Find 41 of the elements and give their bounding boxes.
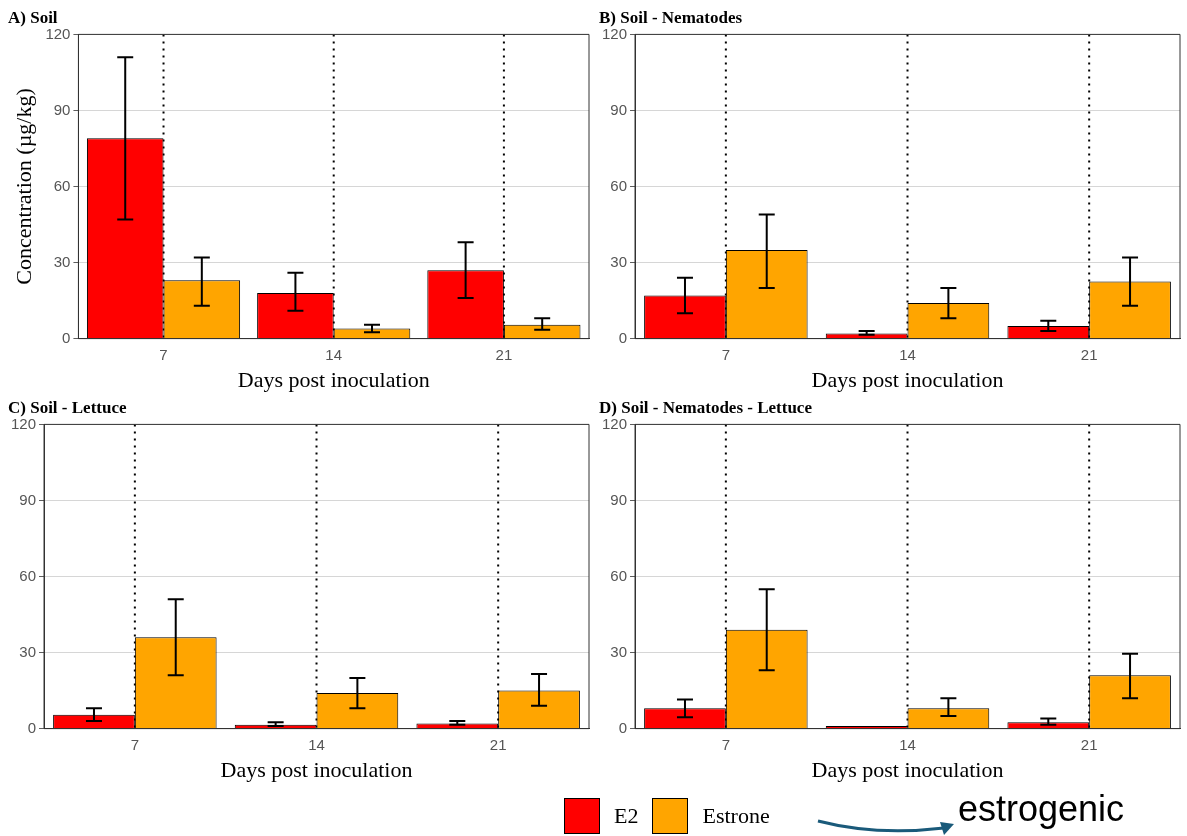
x-axis-title: Days post inoculation xyxy=(811,366,1004,392)
y-tick-label: 90 xyxy=(610,100,628,118)
chart-title: C) Soil - Lettuce xyxy=(8,397,127,417)
y-tick-label: 90 xyxy=(53,100,71,118)
y-tick-label: 0 xyxy=(27,718,37,736)
x-axis-title: Days post inoculation xyxy=(220,756,413,782)
x-tick-label: 21 xyxy=(1080,345,1098,363)
x-tick-label: 14 xyxy=(308,735,325,753)
y-tick-label: 60 xyxy=(53,176,71,194)
x-tick-label: 7 xyxy=(721,735,731,753)
x-tick-label: 21 xyxy=(1080,735,1098,753)
x-tick-label: 21 xyxy=(495,345,513,363)
y-tick-label: 90 xyxy=(19,490,37,508)
x-tick-label: 14 xyxy=(899,345,916,363)
legend-label: Estrone xyxy=(702,803,770,829)
y-tick-label: 120 xyxy=(45,24,71,42)
x-tick-label: 7 xyxy=(159,345,168,363)
x-tick-label: 7 xyxy=(721,345,731,363)
y-tick-label: 30 xyxy=(610,642,628,660)
x-tick-label: 14 xyxy=(325,345,343,363)
x-tick-label: 21 xyxy=(489,735,507,753)
y-tick-label: 60 xyxy=(610,566,628,584)
y-tick-label: 0 xyxy=(62,328,71,346)
y-tick-label: 30 xyxy=(19,642,37,660)
y-tick-label: 30 xyxy=(610,252,628,270)
x-tick-label: 14 xyxy=(899,735,916,753)
x-axis-title: Days post inoculation xyxy=(811,756,1004,782)
y-tick-label: 90 xyxy=(610,490,628,508)
y-tick-label: 60 xyxy=(610,176,628,194)
y-tick-label: 60 xyxy=(19,566,37,584)
legend-label: E2 xyxy=(614,803,639,829)
y-tick-label: 0 xyxy=(618,718,628,736)
chart-title: B) Soil - Nematodes xyxy=(599,7,743,27)
y-tick-label: 0 xyxy=(618,328,628,346)
x-tick-label: 7 xyxy=(130,735,140,753)
text: estrogenic xyxy=(958,788,1125,830)
x-axis-title: Days post inoculation xyxy=(237,366,430,392)
chart-title: A) Soil xyxy=(8,7,58,27)
chart-title: D) Soil - Nematodes - Lettuce xyxy=(599,397,813,417)
y-tick-label: 30 xyxy=(53,252,71,270)
y-axis-title: Concentration (µg/kg) xyxy=(10,88,36,285)
